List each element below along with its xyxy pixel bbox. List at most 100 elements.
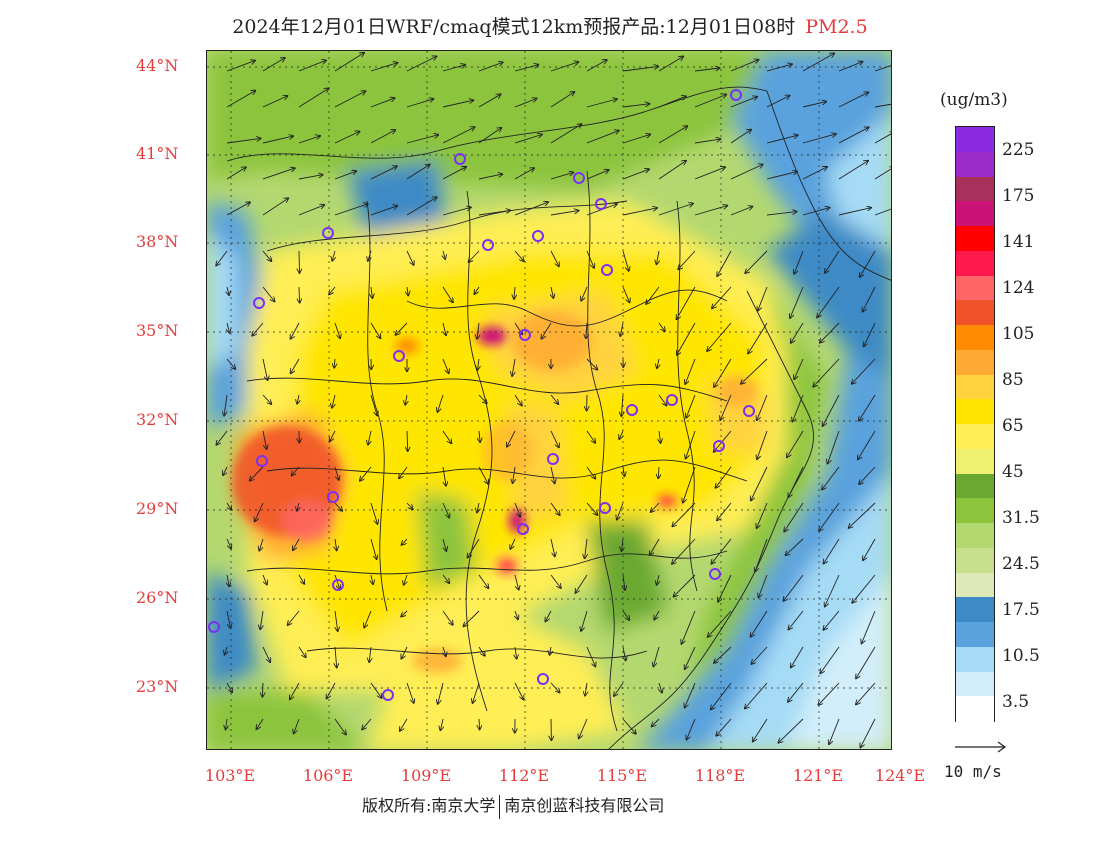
legend-swatch [956, 201, 994, 227]
wind-arrow [440, 718, 443, 730]
lon-label-121: 121°E [792, 766, 844, 785]
wind-arrow [685, 358, 696, 384]
legend-label: 225 [1002, 140, 1035, 160]
wind-arrow [262, 358, 268, 380]
wind-arrow [297, 394, 299, 404]
map-title: 2024年12月01日WRF/cmaq模式12km预报产品:12月01日08时 P… [0, 12, 1100, 39]
wind-arrow [334, 322, 340, 338]
wind-arrow [686, 394, 696, 418]
wind-arrow [443, 646, 446, 656]
wind-arrow [259, 538, 264, 551]
wind-arrow [400, 718, 408, 731]
wind-arrow [514, 682, 524, 700]
wind-arrow [622, 250, 629, 271]
wind-arrow [802, 167, 827, 180]
wind-arrow [822, 466, 840, 490]
wind-arrow [748, 322, 768, 354]
wind-arrow [817, 286, 840, 317]
wind-arrow [550, 250, 559, 266]
wind-arrow [479, 430, 480, 442]
wind-arrow [262, 430, 267, 449]
lat-label-44: 44°N [136, 56, 179, 75]
wind-arrow [658, 57, 683, 72]
wind-arrow [860, 718, 876, 747]
wind-arrow [226, 167, 246, 180]
wind-arrow [291, 358, 300, 373]
wind-arrow [730, 164, 763, 180]
wind-arrow [586, 502, 598, 515]
wind-arrow [514, 135, 542, 144]
legend-label: 124 [1002, 278, 1035, 298]
wind-arrow [686, 430, 696, 459]
wind-arrow [442, 65, 465, 72]
wind-arrow [766, 212, 797, 216]
wind-arrow [260, 610, 263, 629]
wind-arrow [514, 202, 548, 216]
wind-arrow [859, 394, 876, 421]
legend-swatch [956, 622, 994, 648]
legend-label: 3.5 [1002, 692, 1030, 712]
wind-arrow [443, 322, 446, 335]
wind-arrow [256, 718, 264, 729]
wind-arrow [622, 104, 649, 108]
wind-arrow [513, 466, 515, 483]
wind-arrow [741, 358, 768, 384]
wind-arrow [659, 430, 661, 443]
wind-arrow [294, 718, 300, 734]
wind-arrow [711, 538, 732, 564]
wind-arrow [262, 394, 271, 404]
wind-arrow [223, 466, 228, 475]
wind-arrow [226, 502, 231, 510]
lat-label-29: 29°N [136, 499, 179, 518]
wind-arrow [622, 134, 650, 144]
wind-arrow [711, 682, 732, 710]
wind-arrow [227, 574, 229, 586]
lat-label-32: 32°N [136, 410, 179, 429]
wind-arrow [404, 574, 407, 585]
wind-arrow [874, 65, 891, 72]
wind-arrow [802, 102, 826, 108]
wind-arrow [369, 646, 371, 662]
wind-arrow [825, 250, 840, 273]
wind-arrow [585, 538, 587, 558]
wind-arrow [586, 430, 595, 443]
wind-arrow [298, 60, 326, 72]
wind-arrow [250, 466, 264, 481]
wind-arrow [784, 502, 804, 532]
wind-arrow [252, 322, 264, 336]
wind-arrow [766, 172, 797, 180]
wind-arrow [794, 358, 804, 379]
wind-arrow [550, 124, 582, 144]
lat-label-35: 35°N [136, 321, 179, 340]
wind-arrow [802, 53, 834, 72]
wind-arrow [712, 286, 732, 308]
legend-swatch [956, 597, 994, 623]
wind-arrow [622, 169, 649, 180]
city-marker [709, 568, 721, 580]
wind-arrow [335, 646, 337, 668]
legend-swatch [956, 127, 994, 153]
wind-arrow [515, 610, 518, 619]
city-marker [208, 621, 220, 633]
copyright-right: 南京创蓝科技有限公司 [504, 796, 665, 815]
wind-arrow [622, 610, 629, 620]
wind-arrow [334, 466, 339, 480]
wind-arrow [442, 127, 475, 144]
wind-arrow [622, 718, 636, 734]
legend-swatch [956, 325, 994, 351]
wind-arrow [778, 718, 804, 743]
wind-arrow [586, 322, 587, 338]
wind-arrow [370, 538, 377, 559]
wind-arrow [708, 610, 732, 637]
wind-arrow [478, 128, 501, 144]
wind-arrow [334, 358, 335, 368]
wind-arrow [362, 718, 372, 729]
city-marker [573, 172, 585, 184]
wind-arrow [672, 502, 696, 526]
wind-arrow [672, 538, 696, 564]
wind-arrow [745, 682, 768, 709]
wind-arrow [694, 167, 725, 180]
wind-arrow [586, 60, 607, 72]
city-marker [626, 404, 638, 416]
legend-swatch [956, 547, 994, 573]
